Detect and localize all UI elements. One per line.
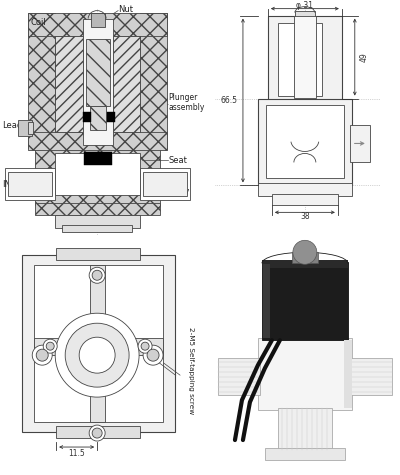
Text: 66.5: 66.5 bbox=[221, 96, 238, 105]
Bar bbox=[295, 10, 315, 19]
Circle shape bbox=[92, 270, 102, 280]
Bar bbox=[113, 36, 140, 133]
Bar bbox=[83, 19, 113, 145]
Bar bbox=[292, 252, 318, 263]
Bar bbox=[34, 265, 163, 422]
Bar bbox=[8, 172, 52, 196]
Bar bbox=[91, 13, 105, 27]
Bar bbox=[28, 123, 33, 134]
Bar bbox=[140, 169, 190, 200]
Circle shape bbox=[293, 240, 317, 264]
Bar bbox=[350, 358, 392, 395]
Circle shape bbox=[43, 339, 57, 353]
Bar bbox=[55, 153, 140, 195]
Bar bbox=[210, 248, 395, 470]
Bar bbox=[90, 265, 105, 422]
Bar bbox=[294, 16, 316, 97]
Bar bbox=[344, 340, 352, 408]
Bar bbox=[55, 36, 83, 133]
Circle shape bbox=[92, 428, 102, 438]
Bar bbox=[263, 264, 270, 338]
Bar bbox=[34, 338, 163, 355]
Circle shape bbox=[147, 349, 159, 361]
Bar bbox=[18, 121, 32, 136]
Text: 49: 49 bbox=[360, 53, 369, 62]
Text: Lead: Lead bbox=[2, 121, 22, 130]
Circle shape bbox=[55, 313, 139, 397]
Circle shape bbox=[138, 339, 152, 353]
Bar bbox=[266, 104, 344, 179]
Bar bbox=[265, 448, 345, 460]
Text: φ 31: φ 31 bbox=[296, 1, 313, 10]
Circle shape bbox=[46, 342, 54, 350]
Bar bbox=[262, 260, 348, 268]
Text: Seat: Seat bbox=[168, 156, 187, 165]
Bar bbox=[56, 426, 140, 438]
Circle shape bbox=[79, 337, 115, 373]
Text: Plunger
assembly: Plunger assembly bbox=[168, 93, 204, 112]
Bar bbox=[272, 194, 338, 205]
Bar bbox=[55, 215, 140, 228]
Text: OUT: OUT bbox=[168, 174, 186, 183]
Text: IN: IN bbox=[2, 180, 11, 189]
Bar bbox=[107, 113, 115, 123]
Text: Nut: Nut bbox=[118, 5, 133, 14]
Bar bbox=[5, 169, 55, 200]
Bar bbox=[268, 16, 342, 101]
Bar bbox=[278, 408, 332, 450]
Circle shape bbox=[65, 323, 129, 387]
Circle shape bbox=[89, 425, 105, 441]
Bar bbox=[258, 183, 352, 196]
Bar bbox=[350, 125, 370, 162]
Circle shape bbox=[89, 267, 105, 283]
Bar bbox=[35, 203, 160, 215]
Circle shape bbox=[32, 345, 52, 365]
Text: 2-M5 Self-tapping screw: 2-M5 Self-tapping screw bbox=[188, 327, 194, 414]
Bar bbox=[56, 248, 140, 260]
Bar bbox=[35, 149, 160, 205]
Bar bbox=[278, 23, 322, 95]
Bar bbox=[84, 152, 112, 165]
Text: Coil: Coil bbox=[30, 18, 46, 27]
Bar bbox=[90, 105, 106, 131]
Bar bbox=[258, 98, 352, 185]
Text: 11.5: 11.5 bbox=[68, 448, 84, 457]
Bar bbox=[140, 13, 167, 149]
Bar bbox=[22, 255, 175, 432]
Bar bbox=[83, 113, 91, 123]
Circle shape bbox=[141, 342, 149, 350]
Text: Body: Body bbox=[168, 187, 190, 196]
Bar bbox=[28, 133, 167, 151]
Circle shape bbox=[143, 345, 163, 365]
Bar bbox=[28, 13, 167, 36]
Bar bbox=[258, 338, 352, 410]
Bar bbox=[143, 172, 187, 196]
Bar bbox=[86, 38, 110, 105]
Bar bbox=[62, 225, 132, 232]
Bar bbox=[218, 358, 260, 395]
Bar bbox=[262, 262, 348, 340]
Bar bbox=[28, 13, 55, 149]
Circle shape bbox=[36, 349, 48, 361]
Text: →: → bbox=[355, 370, 365, 384]
Text: 38: 38 bbox=[300, 212, 310, 221]
